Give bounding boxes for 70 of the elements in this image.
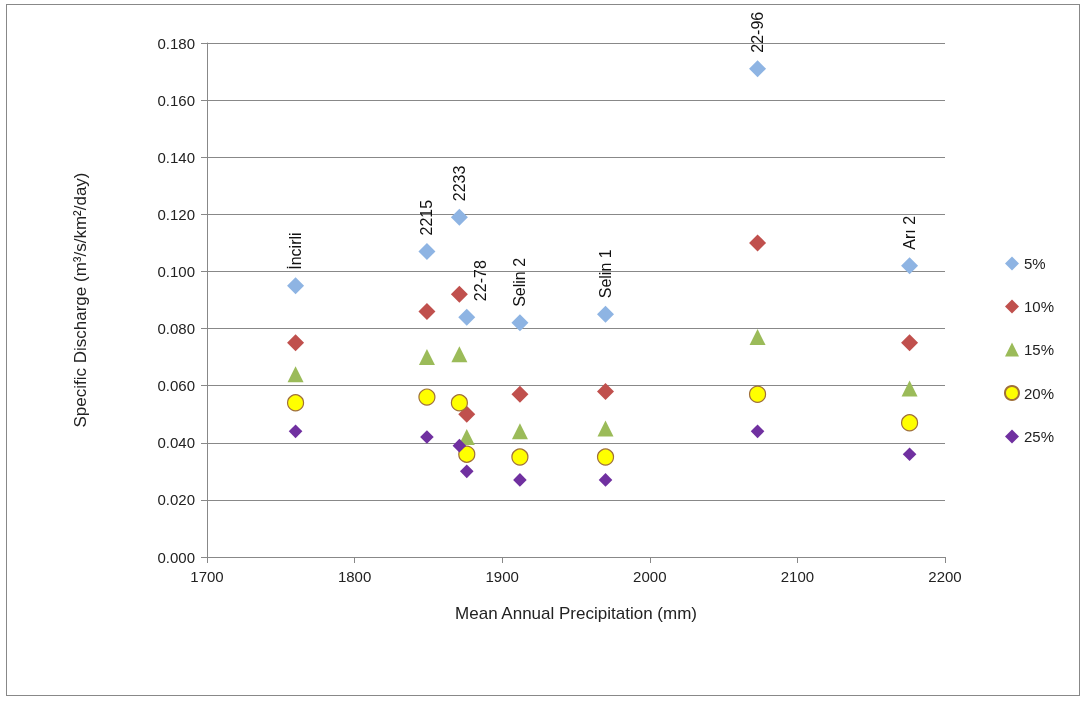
point — [452, 438, 467, 453]
point — [458, 405, 476, 423]
point — [450, 394, 468, 412]
point — [750, 424, 765, 439]
point — [901, 380, 918, 397]
y-tick-label: 0.140 — [157, 148, 195, 166]
point — [901, 257, 919, 275]
point — [901, 334, 919, 352]
legend-label: 10% — [1023, 298, 1055, 315]
x-axis-title: Mean Annual Precipitation (mm) — [455, 604, 697, 623]
point — [900, 414, 919, 432]
y-axis-title: Specific Discharge (m³/s/km²/day) — [71, 172, 90, 428]
x-tick-label: 1900 — [485, 568, 519, 585]
y-tick-label: 0.120 — [157, 205, 195, 223]
point — [749, 60, 767, 78]
point — [451, 346, 468, 363]
annotation: 22-96 — [749, 11, 767, 53]
x-tick-label: 1800 — [337, 568, 372, 585]
point — [418, 349, 435, 366]
y-tick-label: 0.180 — [157, 34, 195, 52]
y-tick-label: 0.100 — [157, 262, 195, 280]
annotation: İncirli — [286, 232, 305, 270]
point — [598, 473, 613, 487]
point — [748, 385, 767, 403]
annotation: Selin 1 — [597, 249, 615, 299]
legend-label: 5% — [1023, 255, 1046, 272]
point — [511, 448, 529, 466]
point — [418, 388, 436, 406]
point — [458, 445, 476, 463]
point — [459, 464, 474, 479]
point — [749, 234, 767, 252]
annotation: Arı 2 — [901, 215, 919, 250]
annotation: Selin 2 — [511, 257, 529, 307]
point — [287, 277, 305, 295]
point — [596, 448, 615, 466]
legend-label: 15% — [1023, 341, 1055, 358]
point — [511, 423, 528, 440]
legend-label: 25% — [1023, 428, 1055, 445]
point — [418, 302, 436, 320]
point — [286, 394, 305, 412]
point — [511, 385, 529, 403]
x-tick-label: 2100 — [780, 568, 815, 585]
y-tick-label: 0.080 — [157, 320, 195, 338]
point — [513, 473, 527, 487]
y-tick-label: 0.060 — [157, 377, 195, 395]
x-tick-label: 2200 — [928, 568, 962, 585]
point — [597, 420, 614, 437]
point — [420, 430, 434, 444]
x-tick-label: 1700 — [190, 568, 224, 585]
point — [418, 242, 436, 260]
point — [450, 285, 468, 303]
point — [287, 334, 305, 352]
y-tick-label: 0.020 — [157, 491, 195, 509]
annotation: 22-78 — [472, 260, 490, 302]
y-tick-label: 0.040 — [157, 434, 195, 452]
point — [450, 208, 468, 226]
point — [749, 329, 766, 346]
point — [597, 382, 615, 400]
point — [287, 366, 304, 383]
point — [288, 424, 303, 439]
annotation: 2215 — [418, 199, 436, 236]
annotation: 2233 — [450, 165, 468, 202]
point — [597, 305, 615, 323]
point — [902, 447, 917, 461]
point — [458, 308, 476, 326]
y-tick-label: 0.000 — [157, 548, 195, 566]
y-tick-label: 0.160 — [157, 91, 195, 109]
x-tick-label: 2000 — [633, 568, 667, 585]
legend-label: 20% — [1023, 384, 1055, 402]
point — [511, 314, 529, 332]
